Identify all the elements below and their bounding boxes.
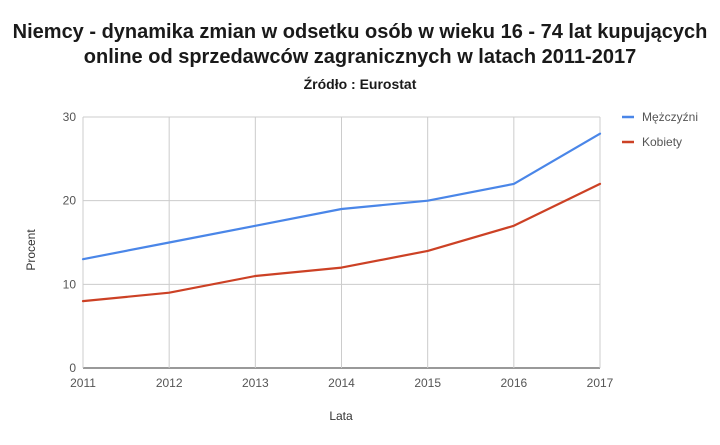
x-axis-ticks: 2011 2012 2013 2014 2015 2016 2017 <box>70 376 614 390</box>
series-0-point-1 <box>167 241 171 245</box>
y-tick-label-3: 30 <box>63 110 77 124</box>
chart-series <box>81 132 602 303</box>
chart-grid <box>82 116 601 369</box>
series-1-point-3 <box>340 266 344 270</box>
legend-label-0: Mężczyźni <box>642 110 698 124</box>
legend-label-1: Kobiety <box>642 135 682 149</box>
x-tick-label-6: 2017 <box>587 376 614 390</box>
x-tick-label-1: 2012 <box>156 376 183 390</box>
y-tick-label-1: 10 <box>63 277 77 291</box>
series-0-point-2 <box>253 224 257 228</box>
y-axis-label: Procent <box>24 229 38 271</box>
x-tick-label-0: 2011 <box>70 376 96 390</box>
chart-title-block: Niemcy - dynamika zmian w odsetku osób w… <box>0 20 720 92</box>
series-1-point-1 <box>167 291 171 295</box>
y-tick-label-0: 0 <box>69 361 76 375</box>
chart-title-line-2: online od sprzedawców zagranicznych w la… <box>83 46 637 68</box>
series-line-0 <box>81 132 602 261</box>
y-tick-label-2: 20 <box>63 194 77 208</box>
series-1-point-2 <box>253 274 257 278</box>
x-tick-label-5: 2016 <box>500 376 527 390</box>
series-0-point-3 <box>340 207 344 211</box>
series-0-point-4 <box>426 199 430 203</box>
series-line-1 <box>81 182 602 303</box>
x-axis-label: Lata <box>329 409 353 423</box>
series-1-point-4 <box>426 249 430 253</box>
series-0-point-6 <box>598 132 602 136</box>
y-axis-ticks: 0 10 20 30 <box>63 110 77 375</box>
series-0-point-5 <box>512 182 516 186</box>
chart-subtitle: Źródło : Eurostat <box>303 76 417 92</box>
series-0-point-0 <box>81 257 85 261</box>
chart-legend: Mężczyźni Kobiety <box>622 110 698 149</box>
chart-title-line-1: Niemcy - dynamika zmian w odsetku osób w… <box>12 21 708 43</box>
x-tick-label-2: 2013 <box>242 376 269 390</box>
series-1-point-0 <box>81 299 85 303</box>
series-1-point-5 <box>512 224 516 228</box>
x-tick-label-3: 2014 <box>328 376 355 390</box>
x-tick-label-4: 2015 <box>414 376 441 390</box>
series-1-point-6 <box>598 182 602 186</box>
